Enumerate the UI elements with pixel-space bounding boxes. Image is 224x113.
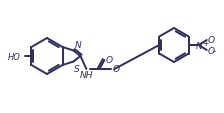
Text: N: N — [75, 41, 81, 50]
Text: +: + — [202, 39, 209, 48]
Text: O: O — [208, 47, 215, 55]
Text: HO: HO — [8, 52, 20, 61]
Text: S: S — [74, 64, 80, 73]
Text: O: O — [112, 64, 120, 73]
Text: NH: NH — [80, 70, 93, 79]
Text: O: O — [208, 36, 215, 45]
Text: O: O — [106, 55, 112, 64]
Text: -: - — [212, 47, 215, 56]
Text: N: N — [195, 41, 202, 50]
